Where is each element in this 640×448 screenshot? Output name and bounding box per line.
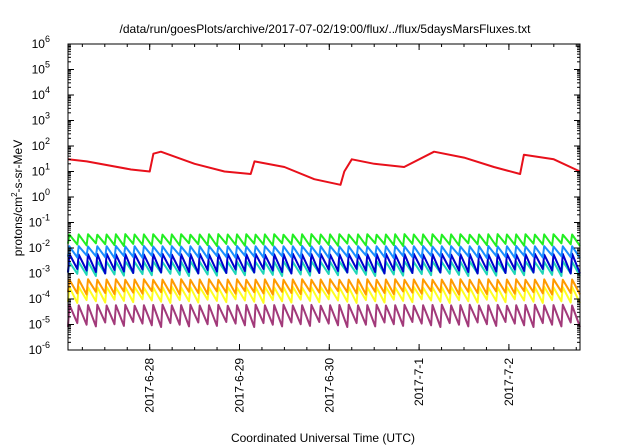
series-layer (67, 150, 581, 328)
y-tick-base: 10 (29, 343, 43, 357)
series-line (67, 233, 581, 247)
y-tick-exp: 4 (45, 85, 50, 95)
y-axis-label-prefix: protons/cm (11, 197, 25, 256)
x-tick-label: 2017-7-1 (412, 358, 426, 406)
y-axis: 10-610-510-410-310-210-11001011021031041… (29, 34, 580, 357)
y-tick-base: 10 (32, 165, 46, 179)
y-tick-exp: 3 (45, 111, 50, 121)
y-tick-label: 10-2 (29, 238, 50, 255)
y-tick-base: 10 (32, 88, 46, 102)
x-axis-label: Coordinated Universal Time (UTC) (231, 431, 415, 445)
plot-frame (67, 43, 581, 351)
series-line (67, 303, 581, 328)
y-tick-exp: -4 (42, 289, 50, 299)
y-tick-base: 10 (32, 190, 46, 204)
y-tick-label: 104 (32, 85, 50, 102)
y-tick-base: 10 (29, 318, 43, 332)
y-tick-exp: -3 (42, 264, 50, 274)
y-tick-label: 10-6 (29, 340, 50, 357)
series-line (67, 245, 581, 260)
y-tick-exp: 5 (45, 60, 50, 70)
y-tick-exp: 1 (45, 162, 50, 172)
y-tick-label: 101 (32, 162, 50, 179)
x-tick-label: 2017-6-29 (232, 358, 246, 413)
y-axis-label-sup: 2 (10, 192, 19, 197)
y-tick-exp: -5 (42, 315, 50, 325)
y-tick-label: 100 (32, 187, 50, 204)
y-tick-label: 10-3 (29, 264, 50, 281)
chart-title: /data/run/goesPlots/archive/2017-07-02/1… (120, 22, 532, 36)
y-tick-exp: -1 (42, 213, 50, 223)
series-line (67, 278, 581, 296)
x-axis: 2017-6-28 2017-6-29 2017-6-30 2017-7-1 2017-… (81, 44, 577, 413)
y-tick-exp: -6 (42, 340, 50, 350)
x-tick-label: 2017-6-28 (143, 358, 157, 413)
y-tick-label: 106 (32, 34, 50, 51)
y-tick-label: 102 (32, 136, 50, 153)
y-tick-base: 10 (29, 241, 43, 255)
series-line (67, 150, 581, 186)
x-tick-label: 2017-6-30 (322, 358, 336, 413)
y-tick-base: 10 (32, 37, 46, 51)
y-axis-label-suffix: -s-sr-MeV (11, 140, 25, 193)
y-tick-base: 10 (29, 267, 43, 281)
y-tick-exp: 2 (45, 136, 50, 146)
y-tick-label: 10-1 (29, 213, 50, 230)
y-tick-base: 10 (29, 292, 43, 306)
y-tick-base: 10 (29, 216, 43, 230)
y-tick-exp: -2 (42, 238, 50, 248)
y-tick-exp: 6 (45, 34, 50, 44)
y-tick-exp: 0 (45, 187, 50, 197)
y-tick-label: 10-5 (29, 315, 50, 332)
y-tick-base: 10 (32, 114, 46, 128)
y-tick-label: 105 (32, 60, 50, 77)
x-tick-label: 2017-7-2 (502, 358, 516, 406)
y-tick-base: 10 (32, 63, 46, 77)
y-tick-label: 103 (32, 111, 50, 128)
y-tick-base: 10 (32, 139, 46, 153)
y-tick-label: 10-4 (29, 289, 50, 306)
y-axis-label: protons/cm2-s-sr-MeV (10, 140, 25, 256)
